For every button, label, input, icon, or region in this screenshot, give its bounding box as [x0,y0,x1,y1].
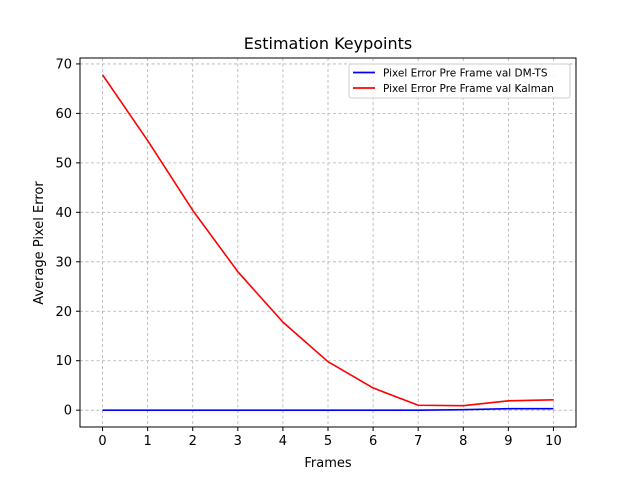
x-tick-label: 7 [414,434,422,449]
y-tick-label: 70 [55,57,72,72]
chart-title: Estimation Keypoints [244,34,412,53]
y-tick-label: 0 [64,404,72,419]
y-tick-label: 10 [55,354,72,369]
x-tick-label: 10 [545,434,562,449]
y-axis-label: Average Pixel Error [32,181,47,305]
x-tick-label: 0 [98,434,106,449]
grid [80,58,576,427]
x-tick-label: 2 [189,434,197,449]
series-line-1 [101,74,554,407]
x-tick-label: 9 [504,434,512,449]
series-lines [101,74,554,411]
x-tick-label: 6 [369,434,377,449]
y-tick-label: 40 [55,206,72,221]
y-tick-label: 20 [55,305,72,320]
legend-label-1: Pixel Error Pre Frame val Kalman [383,83,554,95]
x-tick-label: 5 [324,434,332,449]
y-tick-label: 60 [55,107,72,122]
legend-label-0: Pixel Error Pre Frame val DM-TS [383,67,548,79]
series-line-0 [102,407,554,411]
axis-ticks: 0 1 2 3 4 5 6 7 8 9 10 0 10 20 30 40 50 60 70 [55,57,561,449]
x-tick-label: 8 [459,434,467,449]
x-tick-label: 3 [234,434,242,449]
x-axis-label: Frames [304,456,352,471]
y-tick-label: 30 [55,255,72,270]
y-tick-label: 50 [55,156,72,171]
legend-box [348,63,571,99]
x-tick-label: 1 [143,434,151,449]
legend: Pixel Error Pre Frame val DM-TS Pixel Err… [348,63,571,99]
x-tick-label: 4 [279,434,287,449]
